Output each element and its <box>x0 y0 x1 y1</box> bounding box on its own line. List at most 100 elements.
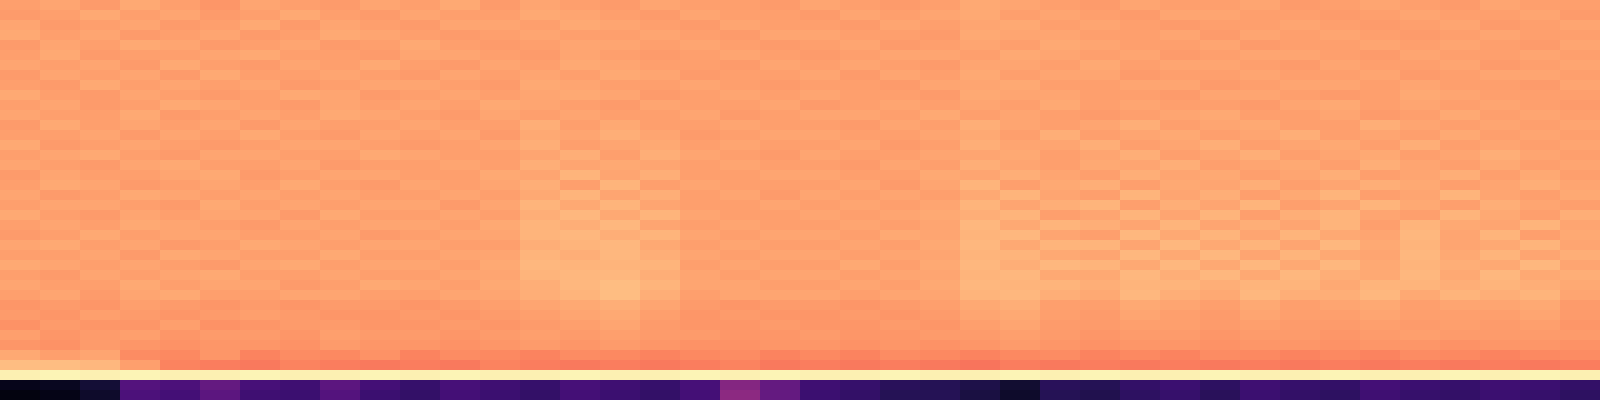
heatmap-cell <box>160 70 201 81</box>
heatmap-cell <box>640 180 681 191</box>
heatmap-cell <box>1440 160 1481 171</box>
heatmap-cell <box>1360 70 1401 81</box>
heatmap-cell <box>1560 220 1600 231</box>
heatmap-cell <box>120 300 161 311</box>
heatmap-cell <box>1160 240 1201 251</box>
heatmap-cell <box>1200 320 1241 331</box>
heatmap-cell <box>920 160 961 171</box>
heatmap-cell <box>480 360 521 371</box>
heatmap-cell <box>280 210 321 221</box>
heatmap-cell <box>240 320 281 331</box>
heatmap-cell <box>1120 240 1161 251</box>
heatmap-cell <box>360 300 401 311</box>
heatmap-cell <box>480 150 521 161</box>
heatmap-cell <box>1280 390 1321 400</box>
heatmap-cell <box>280 70 321 81</box>
heatmap-cell <box>920 70 961 81</box>
heatmap-cell <box>800 20 841 31</box>
heatmap-cell <box>1280 50 1321 61</box>
heatmap-cell <box>0 140 41 151</box>
heatmap-cell <box>120 290 161 301</box>
heatmap-cell <box>800 390 841 400</box>
heatmap-cell <box>400 150 441 161</box>
heatmap-cell <box>80 250 121 261</box>
heatmap-cell <box>120 150 161 161</box>
heatmap-cell <box>0 310 41 321</box>
heatmap-cell <box>1480 250 1521 261</box>
heatmap-cell <box>1480 140 1521 151</box>
heatmap-cell <box>1320 280 1361 291</box>
heatmap-cell <box>280 140 321 151</box>
heatmap-cell <box>1200 300 1241 311</box>
heatmap-cell <box>1040 30 1081 41</box>
heatmap-cell <box>1400 0 1441 11</box>
heatmap-cell <box>640 200 681 211</box>
heatmap-cell <box>160 260 201 271</box>
heatmap-cell <box>560 330 601 341</box>
heatmap-cell <box>600 130 641 141</box>
heatmap-cell <box>1240 190 1281 201</box>
heatmap-cell <box>800 40 841 51</box>
heatmap-cell <box>160 210 201 221</box>
heatmap-cell <box>480 240 521 251</box>
heatmap-cell <box>680 60 721 71</box>
heatmap-cell <box>1160 270 1201 281</box>
heatmap-cell <box>600 280 641 291</box>
heatmap-cell <box>760 150 801 161</box>
heatmap-cell <box>840 320 881 331</box>
heatmap-cell <box>1160 220 1201 231</box>
heatmap-cell <box>280 380 321 391</box>
heatmap-cell <box>1520 360 1561 371</box>
heatmap-cell <box>480 280 521 291</box>
heatmap-cell <box>960 350 1001 361</box>
heatmap-cell <box>1360 290 1401 301</box>
heatmap-cell <box>440 60 481 71</box>
heatmap-cell <box>400 10 441 21</box>
heatmap-cell <box>240 110 281 121</box>
heatmap-cell <box>1160 190 1201 201</box>
heatmap-cell <box>840 250 881 261</box>
heatmap-cell <box>200 260 241 271</box>
heatmap-cell <box>120 270 161 281</box>
heatmap-cell <box>1240 60 1281 71</box>
heatmap-cell <box>320 110 361 121</box>
heatmap-cell <box>920 310 961 321</box>
heatmap-cell <box>840 80 881 91</box>
heatmap-cell <box>120 70 161 81</box>
heatmap-cell <box>1440 390 1481 400</box>
heatmap-cell <box>1080 120 1121 131</box>
heatmap-cell <box>1120 0 1161 11</box>
heatmap-cell <box>1360 60 1401 71</box>
heatmap-cell <box>840 290 881 301</box>
heatmap-cell <box>1320 110 1361 121</box>
heatmap-cell <box>680 80 721 91</box>
heatmap-cell <box>1040 320 1081 331</box>
heatmap-cell <box>1160 210 1201 221</box>
heatmap-cell <box>520 250 561 261</box>
heatmap-cell <box>400 280 441 291</box>
heatmap-cell <box>560 380 601 391</box>
heatmap-cell <box>920 250 961 261</box>
heatmap-cell <box>880 200 921 211</box>
heatmap-cell <box>520 10 561 21</box>
heatmap-cell <box>1240 100 1281 111</box>
heatmap-cell <box>1160 350 1201 361</box>
heatmap-cell <box>440 300 481 311</box>
heatmap-cell <box>880 140 921 151</box>
heatmap-cell <box>760 330 801 341</box>
heatmap-cell <box>1240 20 1281 31</box>
heatmap-cell <box>720 240 761 251</box>
heatmap-cell <box>0 120 41 131</box>
heatmap-cell <box>80 390 121 400</box>
heatmap-cell <box>400 20 441 31</box>
heatmap-cell <box>840 240 881 251</box>
heatmap-cell <box>240 330 281 341</box>
heatmap-cell <box>80 380 121 391</box>
heatmap-cell <box>160 40 201 51</box>
heatmap-cell <box>480 110 521 121</box>
heatmap-cell <box>1320 160 1361 171</box>
heatmap-cell <box>1040 120 1081 131</box>
heatmap-cell <box>600 270 641 281</box>
heatmap-cell <box>1280 270 1321 281</box>
heatmap-cell <box>560 320 601 331</box>
